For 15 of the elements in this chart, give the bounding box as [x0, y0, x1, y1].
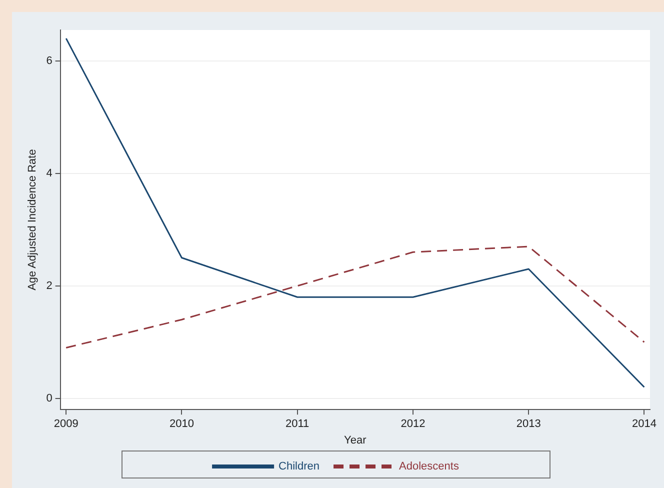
y-tick-label: 4 [46, 167, 52, 180]
y-axis-title: Age Adjusted Incidence Rate [26, 149, 39, 290]
x-axis-title: Year [344, 434, 367, 446]
text: Children [278, 460, 320, 473]
line-series [65, 246, 645, 348]
y-tick-label: 6 [46, 54, 52, 67]
y-tick-label: 2 [46, 280, 52, 292]
x-tick-label: 2011 [286, 418, 310, 430]
y-tick-label: 0 [46, 392, 52, 404]
x-tick-label: 2009 [54, 418, 78, 430]
x-tick-label: 2013 [516, 418, 541, 430]
x-tick-label: 2010 [169, 418, 194, 430]
x-tick-label: 2014 [632, 418, 656, 430]
text: Adolescents [399, 460, 460, 473]
x-tick-label: 2012 [400, 418, 426, 430]
